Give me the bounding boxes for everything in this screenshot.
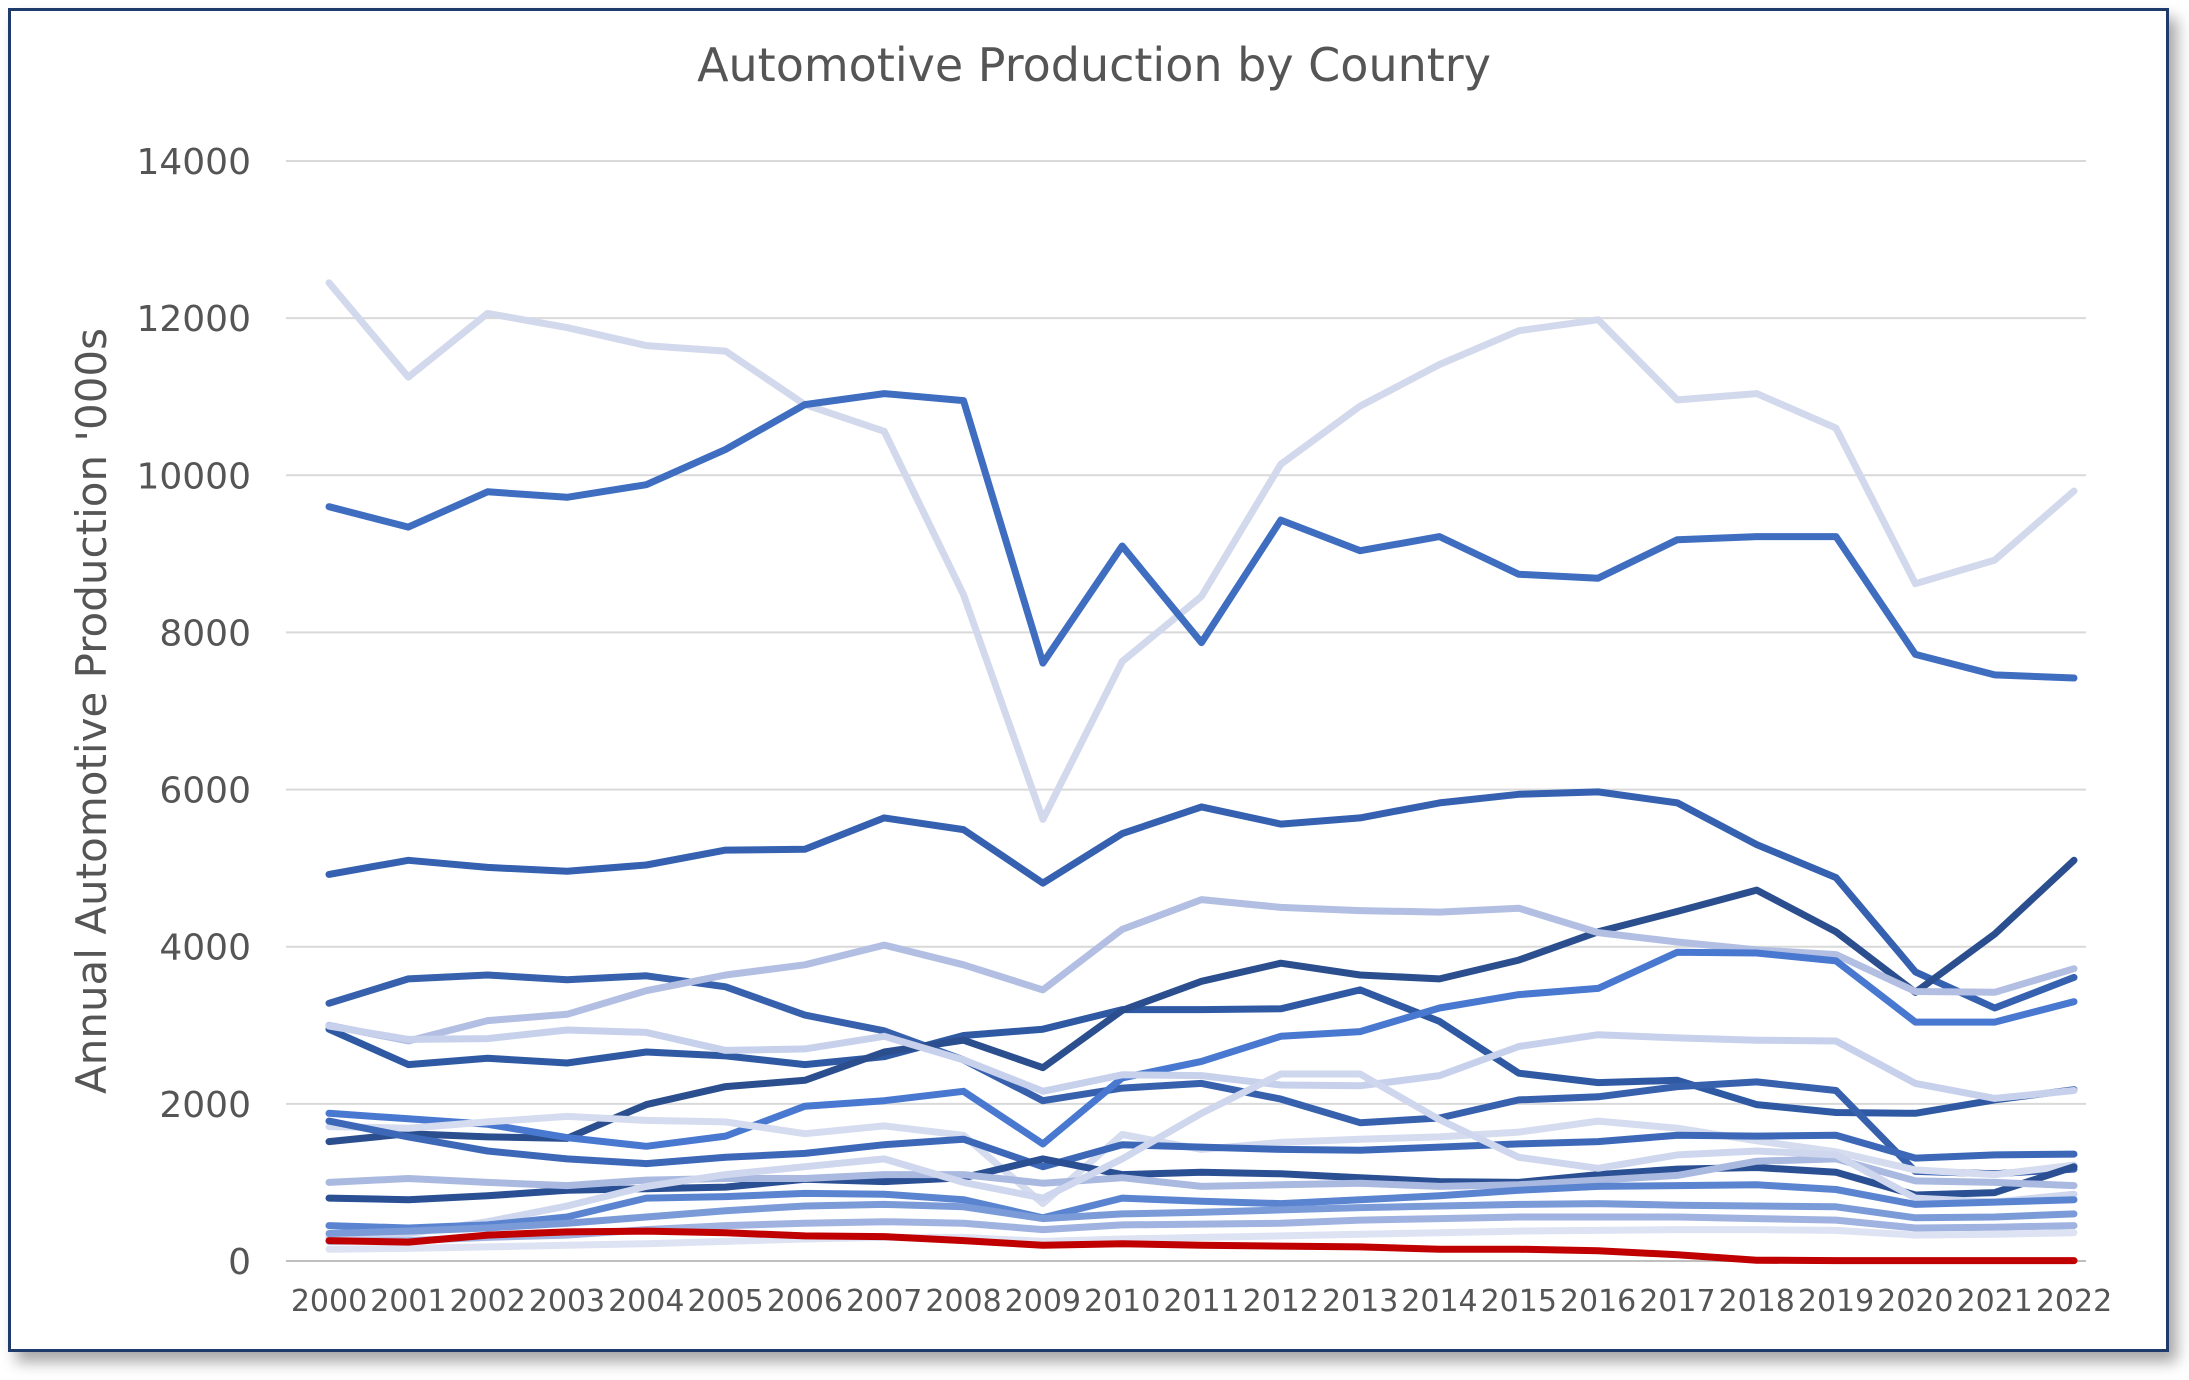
x-tick-label: 2016 xyxy=(1560,1284,1636,1319)
y-tick-label: 2000 xyxy=(159,1085,251,1126)
series-line-7 xyxy=(325,896,2078,1045)
gridlines xyxy=(286,160,2086,1262)
x-tick-label: 2015 xyxy=(1481,1284,1557,1319)
series-line-3 xyxy=(325,788,2078,1012)
y-tick-label: 10000 xyxy=(136,456,251,497)
x-tick-label: 2012 xyxy=(1243,1284,1319,1319)
x-tick-labels: 2000 2001 2002 2003 2004 2005 2006 2007 2008 2009… xyxy=(291,1284,2112,1319)
series-line-2 xyxy=(325,390,2078,682)
y-tick-label: 12000 xyxy=(136,299,251,340)
x-tick-label: 2004 xyxy=(608,1284,684,1319)
y-tick-labels: 0 2000 4000 6000 8000 10000 12000 14000 xyxy=(136,142,251,1283)
x-tick-label: 2020 xyxy=(1877,1284,1953,1319)
x-tick-label: 2010 xyxy=(1084,1284,1160,1319)
x-tick-label: 2003 xyxy=(529,1284,605,1319)
y-axis-label: Annual Automotive Production '000s xyxy=(67,328,116,1094)
x-tick-label: 2021 xyxy=(1957,1284,2033,1319)
series-line-1 xyxy=(325,279,2078,823)
series-line-19 xyxy=(325,1227,2078,1265)
y-tick-label: 4000 xyxy=(159,928,251,969)
x-tick-label: 2011 xyxy=(1163,1284,1239,1319)
series-line-15 xyxy=(325,1181,2078,1232)
x-tick-label: 2022 xyxy=(2036,1284,2112,1319)
x-tick-label: 2009 xyxy=(1005,1284,1081,1319)
series-line-11 xyxy=(325,1117,2078,1171)
series-line-13 xyxy=(325,1155,2078,1190)
chart-title: Automotive Production by Country xyxy=(697,38,1491,92)
x-tick-label: 2002 xyxy=(449,1284,525,1319)
series-line-16 xyxy=(325,1200,2078,1237)
x-tick-label: 2018 xyxy=(1719,1284,1795,1319)
y-tick-label: 0 xyxy=(228,1242,251,1283)
x-tick-label: 2017 xyxy=(1639,1284,1715,1319)
x-tick-label: 2014 xyxy=(1401,1284,1477,1319)
x-tick-label: 2007 xyxy=(846,1284,922,1319)
line-chart: Automotive Production by Country Annual … xyxy=(67,38,2112,1319)
y-tick-label: 14000 xyxy=(136,142,251,183)
x-tick-label: 2006 xyxy=(767,1284,843,1319)
series-line-5 xyxy=(325,971,2078,1178)
y-tick-label: 6000 xyxy=(159,771,251,812)
x-tick-label: 2000 xyxy=(291,1284,367,1319)
series-lines xyxy=(325,279,2078,1265)
series-line-14 xyxy=(325,1070,2078,1241)
series-line-8 xyxy=(325,948,2078,1150)
series-line-18 xyxy=(325,1226,2078,1253)
series-line-4 xyxy=(325,986,2078,1117)
x-tick-label: 2008 xyxy=(925,1284,1001,1319)
y-tick-label: 8000 xyxy=(159,613,251,654)
x-tick-label: 2005 xyxy=(687,1284,763,1319)
x-tick-label: 2001 xyxy=(370,1284,446,1319)
chart-card: Automotive Production by Country Annual … xyxy=(8,8,2169,1352)
x-tick-label: 2019 xyxy=(1798,1284,1874,1319)
series-line-12 xyxy=(325,1155,2078,1204)
series-line-9 xyxy=(325,1022,2078,1102)
x-tick-label: 2013 xyxy=(1322,1284,1398,1319)
